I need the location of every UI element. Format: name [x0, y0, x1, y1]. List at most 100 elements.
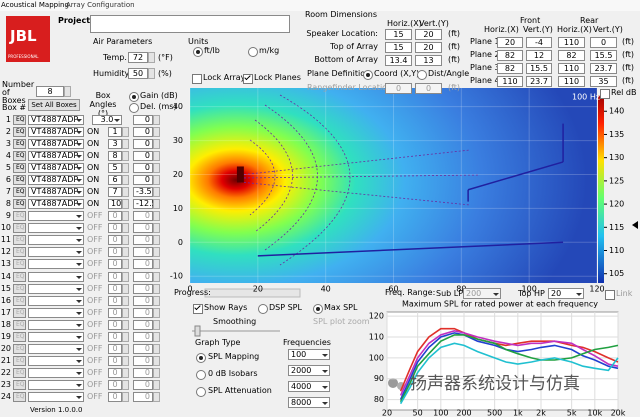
input-field[interactable] — [28, 283, 84, 294]
eq-button[interactable]: EQ — [13, 127, 26, 138]
input-field[interactable]: 13 — [415, 55, 442, 66]
eq-button[interactable]: EQ — [13, 355, 26, 366]
input-field[interactable]: VT4887ADP — [28, 139, 84, 150]
spinner[interactable] — [122, 307, 129, 318]
dropdown-arrow[interactable] — [76, 167, 82, 171]
input-field[interactable]: 82 — [497, 63, 523, 74]
spinner[interactable] — [122, 367, 129, 378]
input-field[interactable]: 1 — [108, 127, 122, 138]
spinner[interactable] — [122, 151, 129, 162]
dropdown-arrow[interactable] — [76, 191, 82, 195]
input-field[interactable]: 0 — [108, 271, 122, 282]
eq-button[interactable]: EQ — [13, 307, 26, 318]
input-field[interactable]: 0 — [133, 175, 153, 186]
input-field[interactable]: 0 — [108, 319, 122, 330]
checkbox[interactable] — [193, 304, 203, 314]
dropdown-arrow[interactable] — [76, 215, 82, 219]
spinner[interactable] — [153, 163, 160, 174]
input-field[interactable]: 0 — [108, 259, 122, 270]
input-field[interactable]: 0 — [133, 367, 153, 378]
input-field[interactable]: 20 — [497, 37, 523, 48]
radio-dot[interactable] — [132, 95, 136, 99]
spinner[interactable] — [153, 211, 160, 222]
spinner[interactable] — [153, 259, 160, 270]
input-field[interactable] — [28, 271, 84, 282]
spinner[interactable] — [122, 379, 129, 390]
eq-button[interactable]: EQ — [13, 343, 26, 354]
input-field[interactable]: 4000 — [288, 381, 330, 392]
input-field[interactable] — [28, 211, 84, 222]
input-field[interactable]: 0 — [133, 127, 153, 138]
input-field[interactable]: 0 — [108, 307, 122, 318]
radio-button[interactable] — [248, 47, 258, 57]
input-field[interactable]: -4 — [526, 37, 552, 48]
input-field[interactable] — [28, 355, 84, 366]
button[interactable]: Set All Boxes — [28, 99, 80, 111]
input-field[interactable]: 23.7 — [590, 63, 617, 74]
input-field[interactable]: 0 — [133, 319, 153, 330]
input-field[interactable]: 0 — [133, 235, 153, 246]
eq-button[interactable]: EQ — [13, 187, 26, 198]
spinner[interactable] — [122, 343, 129, 354]
dropdown-arrow[interactable] — [76, 131, 82, 135]
spinner[interactable] — [122, 187, 129, 198]
input-field[interactable]: 0 — [108, 343, 122, 354]
progress-bar[interactable] — [204, 288, 301, 298]
input-field[interactable]: 72 — [128, 52, 148, 63]
eq-button[interactable]: EQ — [13, 199, 26, 210]
spinner[interactable] — [122, 223, 129, 234]
input-field[interactable]: VT4887ADP — [28, 175, 84, 186]
input-field[interactable] — [28, 367, 84, 378]
input-field[interactable]: 0 — [133, 151, 153, 162]
eq-button[interactable]: EQ — [13, 223, 26, 234]
spinner[interactable] — [153, 367, 160, 378]
spinner[interactable] — [153, 355, 160, 366]
spinner[interactable] — [153, 223, 160, 234]
input-field[interactable]: 0 — [108, 247, 122, 258]
eq-button[interactable]: EQ — [13, 295, 26, 306]
checkbox[interactable] — [605, 290, 615, 300]
radio-dot[interactable] — [199, 356, 203, 360]
input-field[interactable]: 0 — [108, 283, 122, 294]
input-field[interactable]: 0 — [108, 295, 122, 306]
input-field[interactable]: 7 — [108, 187, 122, 198]
input-field[interactable] — [28, 247, 84, 258]
spinner[interactable] — [122, 211, 129, 222]
input-field[interactable]: 15.5 — [526, 63, 552, 74]
dropdown-arrow[interactable] — [76, 371, 82, 375]
radio-button[interactable] — [196, 387, 206, 397]
eq-button[interactable]: EQ — [13, 271, 26, 282]
input-field[interactable]: 0 — [133, 247, 153, 258]
eq-button[interactable]: EQ — [13, 319, 26, 330]
dropdown-arrow[interactable] — [76, 179, 82, 183]
spinner[interactable] — [153, 271, 160, 282]
input-field[interactable]: 0 — [133, 115, 153, 125]
dropdown-arrow[interactable] — [76, 323, 82, 327]
input-field[interactable]: 0 — [108, 367, 122, 378]
spinner[interactable] — [122, 355, 129, 366]
spinner[interactable] — [153, 319, 160, 330]
eq-button[interactable]: EQ — [13, 211, 26, 222]
spinner[interactable] — [122, 259, 129, 270]
input-field[interactable]: 8 — [36, 86, 64, 97]
input-field[interactable]: 0 — [590, 37, 617, 48]
spinner[interactable] — [122, 271, 129, 282]
input-field[interactable]: 0 — [108, 391, 122, 402]
input-field[interactable] — [28, 307, 84, 318]
dropdown-arrow[interactable] — [322, 353, 328, 357]
dropdown-arrow[interactable] — [76, 239, 82, 243]
input-field[interactable]: -3.5 — [133, 187, 153, 198]
input-field[interactable]: 0 — [108, 331, 122, 342]
dropdown-arrow[interactable] — [76, 299, 82, 303]
input-field[interactable]: 200 — [463, 288, 501, 299]
input-field[interactable] — [28, 259, 84, 270]
input-field[interactable]: 0 — [133, 259, 153, 270]
input-field[interactable]: 20 — [548, 288, 584, 299]
input-field[interactable]: 100 — [288, 349, 330, 360]
dropdown-arrow[interactable] — [76, 395, 82, 399]
input-field[interactable] — [28, 331, 84, 342]
dropdown-arrow[interactable] — [576, 292, 582, 296]
spinner[interactable] — [148, 52, 155, 63]
spinner[interactable] — [153, 331, 160, 342]
spinner[interactable] — [122, 319, 129, 330]
